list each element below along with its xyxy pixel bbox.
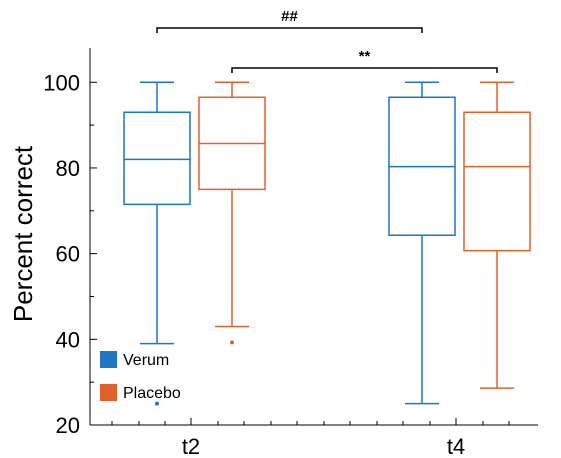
x-tick-label: t2 [182, 434, 200, 458]
box-placebo-t4 [464, 82, 530, 388]
legend-swatch-placebo [100, 384, 117, 401]
iqr-box [464, 112, 530, 250]
y-tick-label: 40 [56, 327, 80, 352]
y-tick-label: 20 [56, 413, 80, 438]
box-verum-t4 [389, 82, 455, 403]
outlier-point [230, 340, 234, 344]
significance-label: ## [281, 8, 298, 25]
significance-bracket: ## [157, 8, 422, 33]
legend-label-verum: Verum [123, 352, 169, 369]
y-axis-label: Percent correct [8, 145, 38, 322]
iqr-box [124, 112, 190, 204]
x-tick-label: t4 [447, 434, 465, 458]
bracket-line [157, 28, 422, 33]
significance-bracket: ** [232, 48, 497, 73]
significance-label: ** [359, 48, 371, 65]
outlier-point [155, 402, 159, 406]
legend-swatch-verum [100, 351, 117, 368]
axes: 20 40 60 80 100 t2 t4 [43, 48, 538, 458]
y-tick-label: 100 [43, 70, 80, 95]
legend: Verum Placebo [100, 351, 181, 402]
y-tick-label: 60 [56, 242, 80, 267]
legend-label-placebo: Placebo [123, 385, 181, 402]
y-tick-label: 80 [56, 156, 80, 181]
significance-brackets: ## ** [157, 8, 497, 73]
bracket-line [232, 68, 497, 73]
box-placebo-t2 [199, 82, 265, 344]
box-plots [124, 82, 530, 405]
